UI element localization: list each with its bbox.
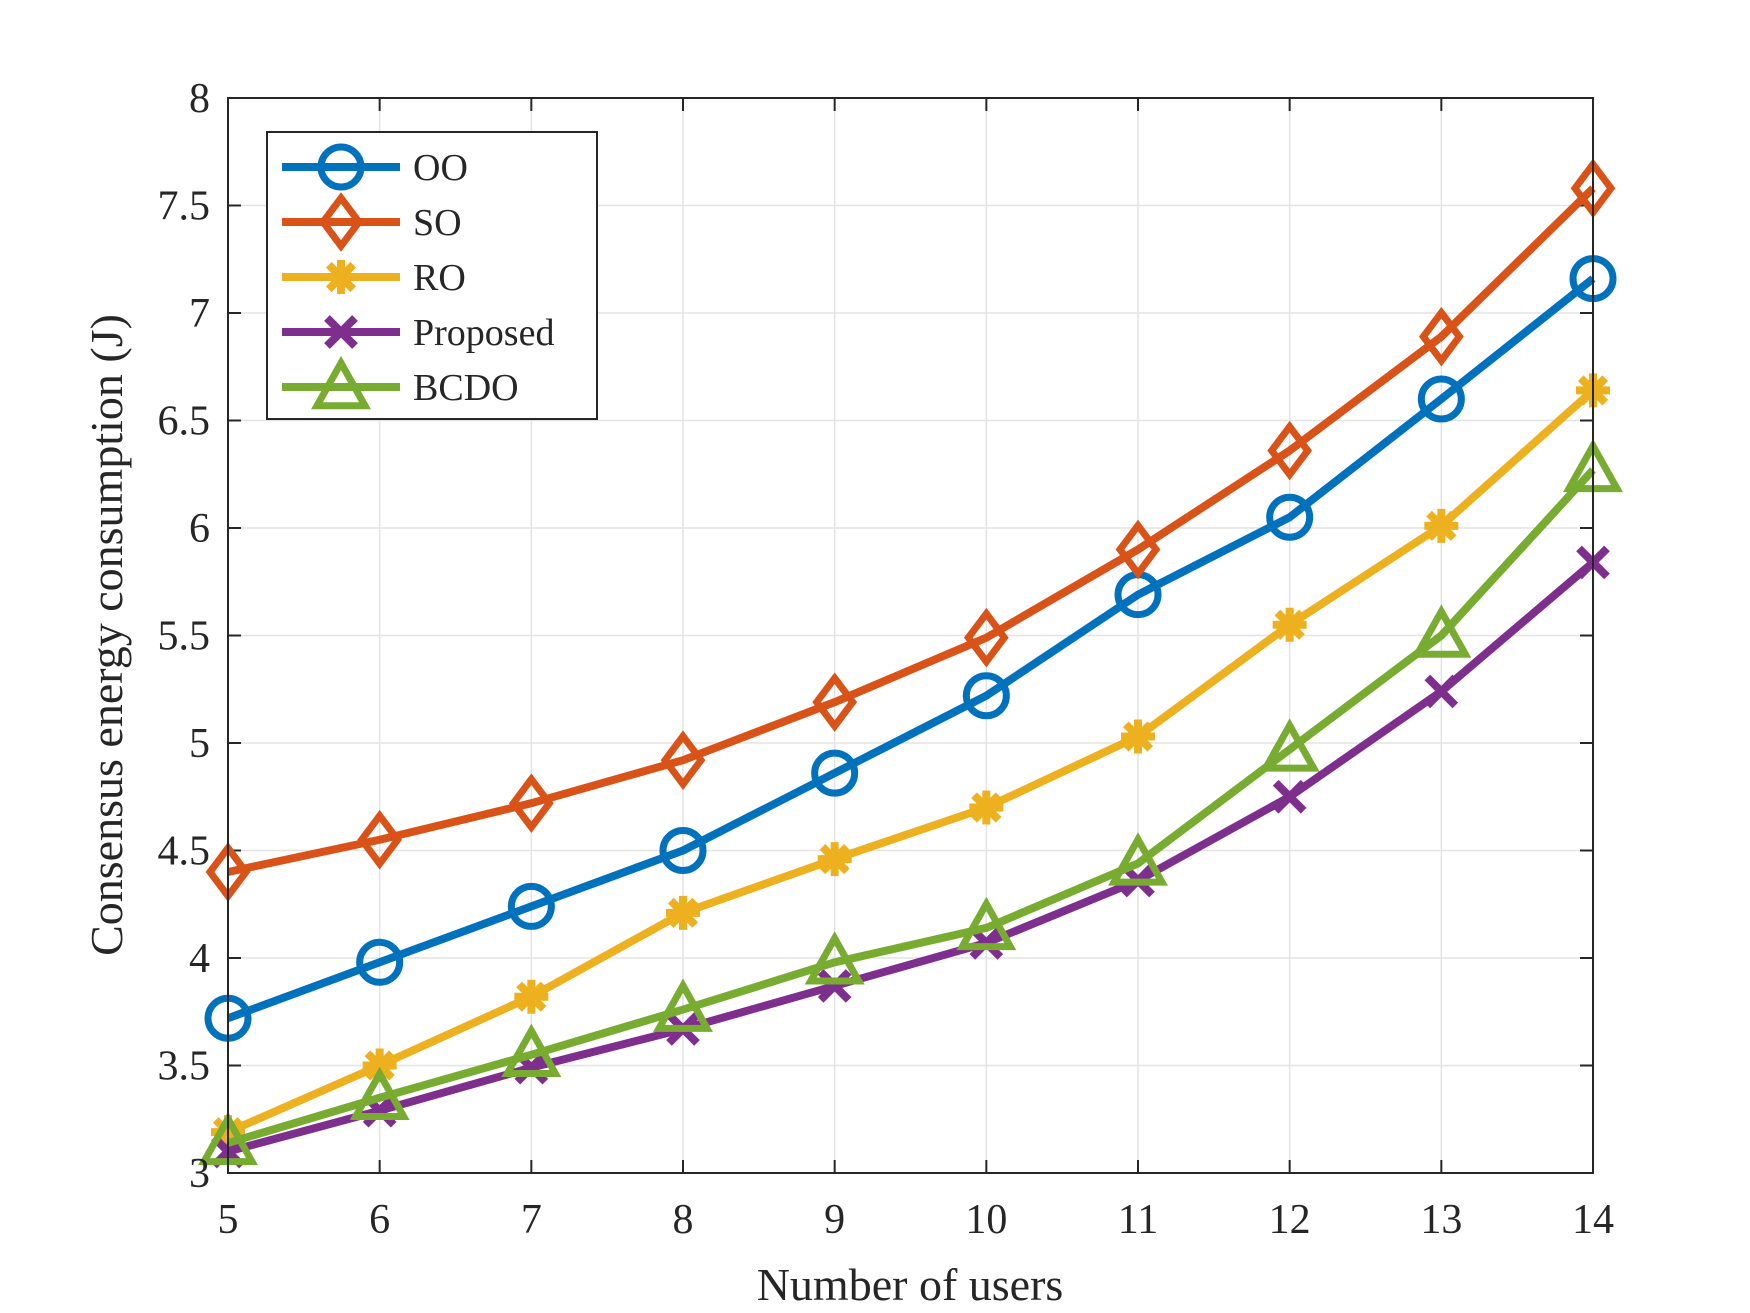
y-tick-label: 5 [189,721,210,767]
data-point-so [1115,519,1161,580]
series-line-oo [226,275,1596,1022]
legend-entry-so: SO [282,192,462,252]
data-point-oo [811,749,859,797]
x-tick-label: 14 [1572,1197,1614,1243]
marker-stroke [516,981,547,1012]
legend-marker-proposed [324,315,358,349]
y-tick-label: 8 [189,76,210,122]
x-tick-label: 7 [521,1197,542,1243]
data-point-ro [969,790,1004,825]
data-point-oo [1417,375,1465,423]
series-so [205,158,1616,902]
data-point-bcdo [956,896,1017,951]
x-tick-label: 9 [824,1197,845,1243]
series-line-ro [226,387,1596,1136]
data-point-ro [514,979,549,1014]
data-point-so [1418,306,1464,367]
data-point-ro [1424,508,1459,543]
marker-stroke [817,969,852,1003]
marker-stroke [1426,510,1457,541]
data-point-oo [659,827,707,874]
marker-stroke [971,792,1002,823]
legend-label-so: SO [413,202,462,244]
marker-stroke [514,1050,549,1085]
y-tick-label: 6.5 [158,399,211,445]
data-point-so [1267,420,1313,481]
legend-label-proposed: Proposed [413,312,554,354]
y-tick-label: 3 [189,1151,210,1197]
y-tick-label: 3.5 [158,1044,211,1090]
data-point-bcdo [653,978,713,1032]
y-tick-label: 7 [189,291,210,337]
marker-stroke [1272,779,1307,814]
legend-marker-ro [324,260,358,294]
data-point-so [357,809,403,870]
legend-entry-ro: RO [282,257,466,299]
legend-label-ro: RO [413,257,466,299]
plot-frame [227,97,1594,1174]
x-tick-label: 10 [965,1197,1007,1243]
tick-labels: 5 6 7 8 9 10 11 12 13 14 3 3.5 4 4.5 5 5.5 6 6.5 7 7.5 8 [158,76,1615,1243]
data-point-oo [1266,493,1314,541]
y-tick-label: 7.5 [158,184,211,230]
data-point-bcdo [804,931,865,985]
data-point-proposed [817,969,852,1003]
data-point-bcdo [1411,604,1472,658]
legend-marker-bcdo [311,355,371,410]
data-point-ro [817,842,852,877]
marker-stroke [324,315,358,349]
x-tick-label: 8 [673,1197,694,1243]
marker-stroke [819,844,850,875]
legend-entry-proposed: Proposed [282,312,554,354]
data-point-bcdo [1259,718,1320,772]
data-point-bcdo [501,1023,562,1077]
data-point-so [508,773,554,834]
data-point-ro [1272,607,1307,642]
data-point-oo [962,672,1010,720]
legend-marker-so [318,192,364,252]
legend-label-bcdo: BCDO [413,367,519,409]
x-tick-label: 13 [1420,1197,1462,1243]
marker-stroke [325,261,357,293]
marker-stroke [1122,721,1154,752]
data-point-so [963,607,1009,668]
series-line-so [227,185,1596,876]
marker-stroke [969,926,1004,960]
marker-stroke [362,1093,397,1128]
series-line-bcdo [226,467,1596,1147]
data-point-proposed [1272,779,1307,814]
data-point-bcdo [1108,832,1168,886]
marker-stroke [667,897,699,928]
marker-stroke [364,1050,395,1081]
data-point-bcdo [349,1066,410,1120]
data-point-oo [507,882,555,930]
y-axis-label: Consensus energy consumption (J) [81,314,132,956]
data-point-so [660,730,706,791]
x-tick-label: 11 [1118,1197,1158,1243]
marker-stroke [1424,674,1459,709]
legend-marker-oo [317,143,365,191]
x-axis-label: Number of users [757,1259,1064,1310]
legend-entry-oo: OO [282,143,468,191]
series-line-proposed [226,559,1596,1156]
data-point-ro [1121,719,1155,754]
data-point-ro [666,895,700,930]
y-tick-label: 4.5 [158,829,211,875]
series-bcdo [198,438,1623,1166]
data-point-oo [356,938,404,986]
x-tick-label: 12 [1269,1197,1311,1243]
legend-entry-bcdo: BCDO [282,355,519,410]
legend: OO SO RO Proposed BCDO [266,131,598,420]
x-tick-label: 5 [218,1197,239,1243]
marker-stroke [1274,609,1305,640]
data-point-proposed [1424,674,1459,709]
y-tick-label: 4 [189,936,210,982]
legend-label-oo: OO [413,147,468,189]
data-point-so [812,672,858,732]
y-tick-label: 6 [189,506,210,552]
x-tick-label: 6 [369,1197,390,1243]
y-tick-label: 5.5 [158,614,211,660]
